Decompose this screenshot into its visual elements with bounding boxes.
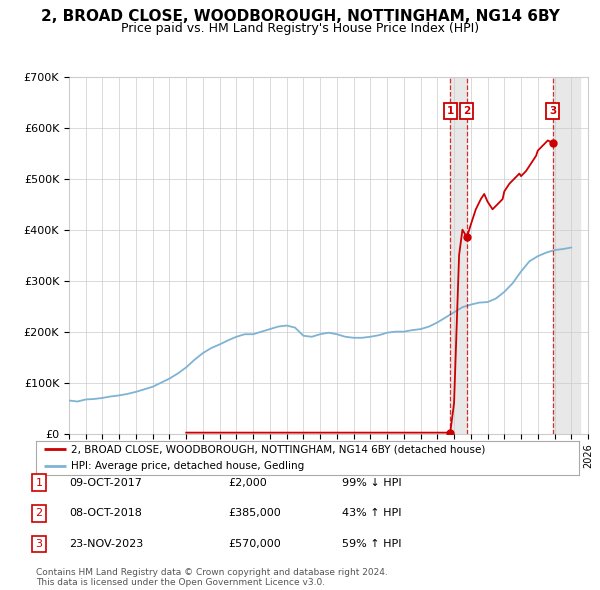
Text: 2, BROAD CLOSE, WOODBOROUGH, NOTTINGHAM, NG14 6BY (detached house): 2, BROAD CLOSE, WOODBOROUGH, NOTTINGHAM,… <box>71 444 485 454</box>
Text: Price paid vs. HM Land Registry's House Price Index (HPI): Price paid vs. HM Land Registry's House … <box>121 22 479 35</box>
Text: £385,000: £385,000 <box>228 509 281 518</box>
Text: 3: 3 <box>35 539 43 549</box>
Text: HPI: Average price, detached house, Gedling: HPI: Average price, detached house, Gedl… <box>71 461 305 471</box>
Text: 09-OCT-2017: 09-OCT-2017 <box>69 478 142 487</box>
Text: 43% ↑ HPI: 43% ↑ HPI <box>342 509 401 518</box>
Text: 1: 1 <box>35 478 43 487</box>
Text: 3: 3 <box>549 106 556 116</box>
Text: 2, BROAD CLOSE, WOODBOROUGH, NOTTINGHAM, NG14 6BY: 2, BROAD CLOSE, WOODBOROUGH, NOTTINGHAM,… <box>41 9 559 24</box>
Text: 59% ↑ HPI: 59% ↑ HPI <box>342 539 401 549</box>
Text: 2: 2 <box>463 106 470 116</box>
Text: Contains HM Land Registry data © Crown copyright and database right 2024.
This d: Contains HM Land Registry data © Crown c… <box>36 568 388 587</box>
Text: 08-OCT-2018: 08-OCT-2018 <box>69 509 142 518</box>
Text: 2: 2 <box>35 509 43 518</box>
Text: 99% ↓ HPI: 99% ↓ HPI <box>342 478 401 487</box>
Bar <box>553 77 580 434</box>
Text: 23-NOV-2023: 23-NOV-2023 <box>69 539 143 549</box>
Text: £570,000: £570,000 <box>228 539 281 549</box>
Text: 1: 1 <box>446 106 454 116</box>
Text: £2,000: £2,000 <box>228 478 267 487</box>
Bar <box>450 77 467 434</box>
